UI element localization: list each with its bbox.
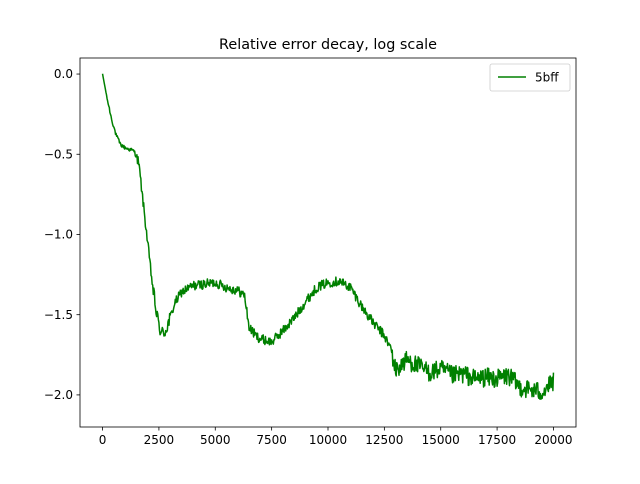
y-tick-label: −2.0 [44, 388, 73, 402]
x-tick-label: 12500 [365, 433, 403, 447]
plot-area [79, 57, 577, 428]
legend-label: 5bff [535, 71, 559, 85]
x-tick-label: 0 [99, 433, 107, 447]
chart-title: Relative error decay, log scale [219, 37, 437, 53]
x-tick-label: 20000 [534, 433, 572, 447]
y-tick-label: −1.0 [44, 228, 73, 242]
x-tick-label: 17500 [478, 433, 516, 447]
legend: 5bff [489, 63, 571, 92]
legend-box [489, 63, 571, 92]
y-axis: 0.0 −0.5 −1.0 −1.5 −2.0 [44, 67, 80, 402]
y-tick-label: 0.0 [54, 67, 73, 81]
x-axis: 0 2500 5000 7500 10000 12500 15000 17500 20000 [99, 427, 573, 447]
plot-background [80, 58, 576, 427]
x-tick-label: 2500 [144, 433, 175, 447]
x-tick-label: 15000 [422, 433, 460, 447]
series-line-5bff [101, 73, 555, 400]
x-tick-label: 7500 [256, 433, 287, 447]
x-tick-label: 10000 [309, 433, 347, 447]
y-tick-label: −1.5 [44, 308, 73, 322]
x-tick-label: 5000 [200, 433, 231, 447]
y-tick-label: −0.5 [44, 147, 73, 161]
